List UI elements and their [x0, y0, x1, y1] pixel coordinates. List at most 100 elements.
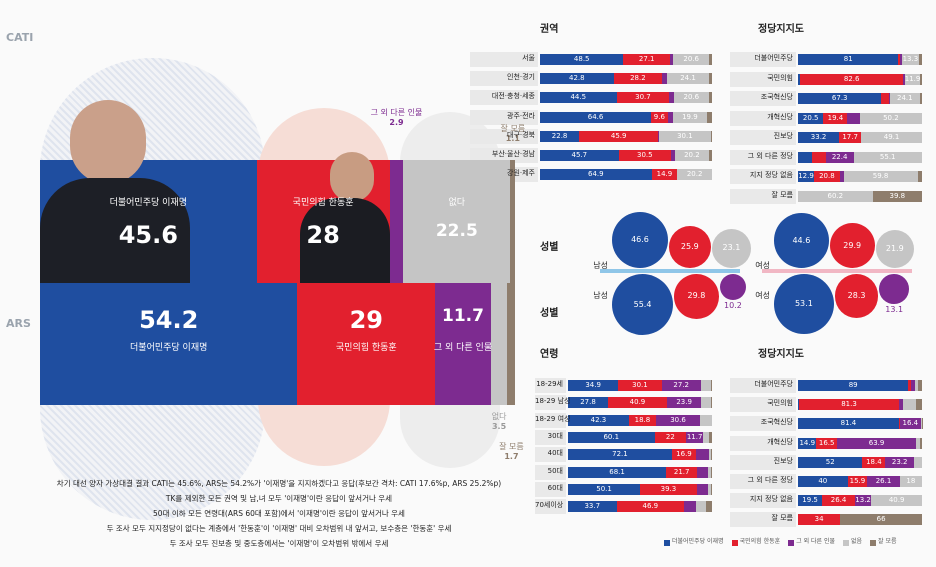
row-label-bg: [535, 412, 566, 428]
value-label: 63.9: [868, 438, 885, 447]
bar-segment: [839, 171, 844, 182]
bar-segment: [608, 397, 667, 409]
row-label-bg: [730, 149, 796, 165]
value-label: 40.9: [888, 496, 905, 505]
bar-segment: [798, 380, 909, 391]
bubble: [774, 274, 834, 334]
bar-segment: [902, 73, 905, 85]
legend-swatch: [870, 540, 877, 546]
bar-segment: [540, 130, 580, 142]
bar-segment: [568, 501, 617, 513]
bar-segment: [798, 190, 873, 202]
value-label: 16.9: [676, 450, 692, 459]
row-label-bg: [535, 395, 566, 411]
value-label: 66: [876, 515, 886, 524]
value-label: 1.7: [504, 452, 519, 461]
bar-segment: [900, 54, 903, 65]
value-label: 22.4: [831, 152, 848, 161]
value-label: 22.8: [551, 131, 568, 140]
row-label-bg: [730, 188, 796, 204]
bar-segment: [616, 501, 685, 513]
note-line: 차기 대선 양자 가상대결 결과 CATI는 45.6%, ARS는 54.2%…: [56, 479, 502, 488]
bubble: [674, 274, 719, 319]
value-label: 15.9: [849, 477, 866, 485]
bar-segment: [853, 151, 922, 163]
value-label: 67.3: [831, 94, 848, 102]
series-name: 그 외 다른 인물: [433, 343, 493, 353]
value-label: 11.9: [904, 74, 921, 83]
bar-segment: [540, 150, 619, 161]
row-label: 조국혁신당: [760, 418, 793, 427]
row-label: 70세이상: [535, 501, 564, 510]
row-label-bg: [730, 454, 796, 470]
value-label: 30.7: [635, 93, 651, 102]
bar-segment: [904, 73, 920, 85]
bar-segment: [800, 73, 903, 85]
bar-segment: [710, 466, 712, 478]
survey-label: CATI: [6, 31, 34, 44]
bar-segment: [568, 397, 609, 409]
bar-segment: [673, 92, 710, 104]
bar-segment: [898, 54, 901, 65]
row-label: 진보당: [773, 456, 793, 465]
bar-segment: [613, 73, 663, 85]
bar-segment: [568, 380, 619, 391]
category-label: 여성: [755, 261, 770, 270]
note-line: 두 조사 모두 진보층 및 중도층에서는 '이재명'이 오차범위 밖에서 우세: [169, 539, 389, 548]
value-label: 72.1: [612, 450, 628, 459]
value-label: 20.8: [819, 172, 835, 180]
bar-segment: [861, 132, 922, 143]
bar-segment: [297, 283, 436, 405]
bar-segment: [674, 150, 710, 161]
person-photo: [330, 152, 374, 202]
value-label: 46.6: [631, 235, 649, 244]
bar-segment: [677, 169, 712, 181]
bar-segment: [389, 160, 404, 283]
bar-segment: [651, 169, 678, 181]
bar-segment: [847, 476, 868, 487]
bar-segment: [658, 130, 660, 142]
bar-segment: [889, 93, 890, 104]
note-line: TK를 제외한 모든 권역 및 남,녀 모두 '이재명'이란 응답이 앞서거나 …: [165, 494, 393, 503]
bar-segment: [916, 399, 922, 411]
value-label: 19.4: [827, 113, 844, 122]
row-label-bg: [730, 130, 796, 145]
row-label-bg: [730, 52, 796, 67]
bar-segment: [823, 112, 848, 124]
value-label: 18.4: [866, 457, 882, 466]
bar-segment: [540, 111, 652, 123]
bar-segment: [696, 449, 710, 461]
value-label: 54.2: [139, 306, 199, 334]
row-label-bg: [730, 416, 796, 432]
legend-label: 국민의힘 한동훈: [739, 538, 781, 545]
row-label-bg: [535, 429, 566, 445]
value-label: 46.9: [642, 502, 659, 511]
row-label-bg: [470, 71, 538, 87]
value-label: 22: [665, 432, 675, 441]
row-label-bg: [730, 91, 796, 106]
row-label: 강원·제주: [507, 169, 535, 178]
series-name: 잘 모름: [499, 442, 524, 451]
bubble: [829, 223, 875, 268]
category-label: 남성: [593, 291, 608, 300]
bar-segment: [568, 483, 641, 495]
row-label: 18-29 남성: [535, 397, 571, 406]
value-label: 23.1: [722, 243, 741, 253]
bubble: [879, 274, 910, 304]
row-label-bg: [535, 481, 566, 497]
bar-segment: [707, 466, 711, 478]
value-label: 23.9: [676, 398, 692, 407]
bar-segment: [711, 449, 712, 461]
value-label: 68.1: [609, 467, 625, 476]
value-label: 26.1: [875, 477, 892, 485]
value-label: 45.7: [571, 151, 588, 159]
bar-segment: [666, 397, 702, 409]
bar-segment: [798, 476, 848, 487]
bar-segment: [540, 54, 624, 65]
bar-segment: [696, 483, 709, 495]
gender-line: [762, 269, 912, 273]
value-label: 29.8: [687, 291, 706, 301]
value-label: 20.2: [686, 170, 703, 179]
bar-segment: [862, 456, 886, 468]
person-photo: [40, 178, 190, 283]
